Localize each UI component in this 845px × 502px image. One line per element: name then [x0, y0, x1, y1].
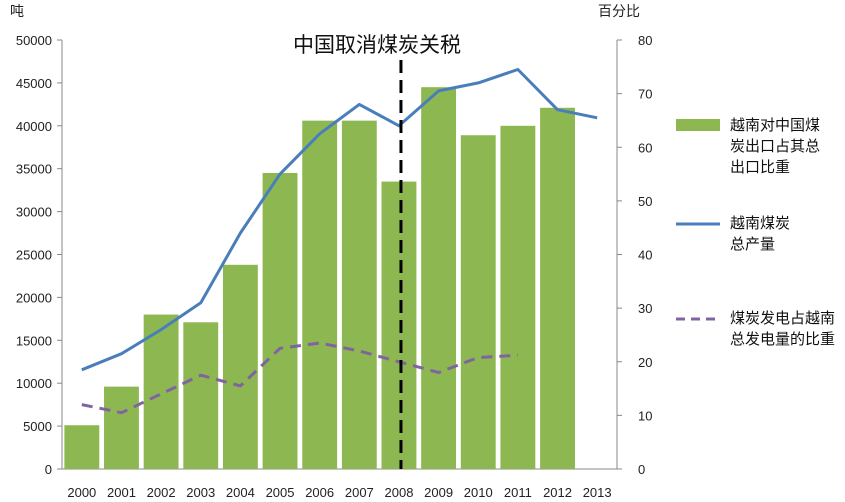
bar	[381, 181, 417, 469]
right-tick-label: 80	[638, 33, 652, 48]
right-tick-label: 0	[638, 462, 645, 477]
x-tick-label: 2001	[107, 485, 136, 500]
left-tick-label: 45000	[16, 76, 52, 91]
bar	[460, 135, 496, 469]
solid-series-line	[81, 68, 598, 372]
legend-label: 越南煤炭	[730, 214, 790, 232]
left-tick-label: 50000	[16, 33, 52, 48]
left-tick-label: 5000	[23, 419, 52, 434]
legend-label: 总发电量的比重	[730, 330, 835, 348]
left-tick-label: 25000	[16, 248, 52, 263]
right-tick-label: 70	[638, 87, 652, 102]
left-tick-label: 10000	[16, 376, 52, 391]
x-tick-label: 2012	[543, 485, 572, 500]
tick-labels: 0500010000150002000025000300003500040000…	[16, 33, 653, 500]
x-tick-label: 2002	[147, 485, 176, 500]
bar	[302, 120, 338, 469]
bar	[540, 107, 575, 470]
right-tick-label: 30	[638, 301, 652, 316]
right-tick-label: 20	[638, 355, 652, 370]
right-tick-label: 10	[638, 408, 652, 423]
x-tick-label: 2007	[345, 485, 374, 500]
x-tick-label: 2009	[424, 485, 453, 500]
bar-series	[64, 87, 575, 470]
line-series	[81, 68, 598, 415]
x-tick-label: 2005	[266, 485, 295, 500]
x-tick-label: 2003	[186, 485, 215, 500]
bar	[64, 425, 100, 469]
legend-label: 出口比重	[730, 158, 790, 176]
dashed-series-line	[81, 341, 518, 415]
right-tick-label: 40	[638, 248, 652, 263]
bar	[341, 120, 377, 469]
left-tick-label: 40000	[16, 119, 52, 134]
legend-label: 炭出口占其总	[730, 137, 820, 155]
legend-label: 越南对中国煤	[730, 116, 820, 134]
x-tick-label: 2008	[385, 485, 414, 500]
right-axis-unit: 百分比	[598, 4, 640, 20]
legend-label: 总产量	[730, 235, 775, 253]
bar	[183, 322, 219, 469]
bar	[104, 386, 139, 469]
x-tick-label: 2006	[305, 485, 334, 500]
legend-swatch-bar	[676, 119, 720, 131]
left-tick-label: 20000	[16, 290, 52, 305]
x-tick-label: 2000	[67, 485, 96, 500]
annotation-text: 中国取消煤炭关税	[293, 33, 461, 57]
bar	[262, 172, 298, 470]
right-tick-label: 60	[638, 140, 652, 155]
bar	[421, 87, 457, 469]
bar	[222, 264, 258, 469]
left-tick-label: 35000	[16, 162, 52, 177]
bar	[143, 314, 179, 469]
x-tick-label: 2004	[226, 485, 255, 500]
right-tick-label: 50	[638, 194, 652, 209]
left-tick-label: 30000	[16, 205, 52, 220]
bar	[500, 125, 536, 470]
legend-label: 煤炭发电占越南	[730, 309, 835, 327]
left-tick-label: 15000	[16, 333, 52, 348]
x-tick-label: 2011	[504, 485, 532, 500]
left-tick-label: 0	[45, 462, 52, 477]
x-tick-label: 2010	[464, 485, 493, 500]
left-axis-unit: 吨	[10, 4, 24, 20]
x-tick-label: 2013	[583, 485, 612, 500]
